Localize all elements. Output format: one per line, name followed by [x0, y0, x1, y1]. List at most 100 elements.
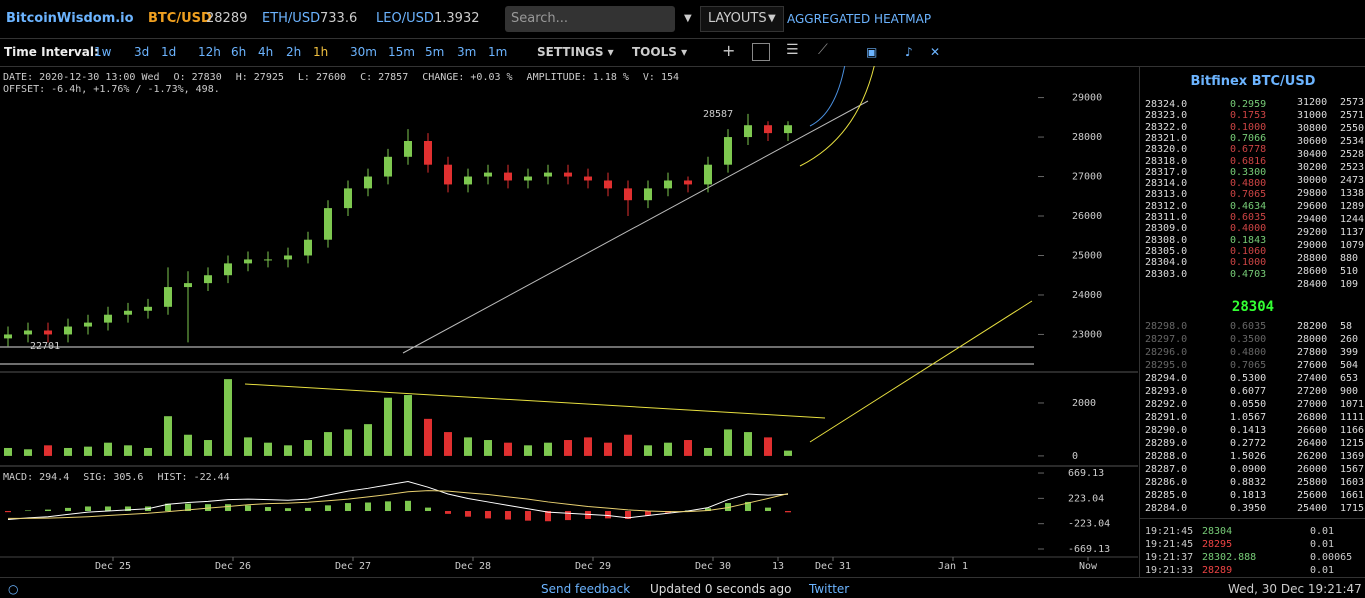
feedback-link[interactable]: Send feedback — [541, 582, 631, 596]
book-cell: 0.7065 — [1230, 360, 1267, 371]
ticker-symbol[interactable]: LEO/USD — [376, 11, 434, 26]
book-cell: 28320.0 — [1145, 144, 1188, 156]
tools-menu[interactable]: TOOLS ▾ — [632, 45, 688, 59]
book-cell: 28308.0 — [1145, 234, 1188, 246]
book-title: Bitfinex BTC/USD — [1190, 74, 1316, 89]
volume-bar — [704, 447, 712, 456]
book-cell: 0.1413 — [1230, 425, 1267, 436]
bell-icon[interactable]: ♪ — [905, 45, 913, 59]
volume-bar — [664, 442, 672, 456]
book-cell: 28321.0 — [1145, 132, 1188, 144]
x-tick-label: Jan 1 — [938, 561, 968, 572]
book-cell: 28323.0 — [1145, 110, 1188, 122]
book-cell: 30800 — [1297, 123, 1328, 134]
interval-option[interactable]: 1w — [94, 45, 112, 59]
volume-bar — [464, 437, 472, 456]
interval-option[interactable]: 5m — [425, 45, 445, 59]
fullscreen-icon[interactable]: ✕ — [930, 45, 941, 59]
book-cell: 504 — [1340, 360, 1359, 371]
macd-hist-bar — [405, 500, 411, 512]
interval-option[interactable]: 1d — [161, 45, 177, 59]
candle-body — [764, 125, 772, 134]
layouts-button[interactable] — [700, 6, 784, 32]
interval-option[interactable]: 30m — [350, 45, 377, 59]
fib-tool[interactable]: ⟋ — [818, 42, 828, 58]
book-cell: 2523 — [1340, 162, 1365, 173]
update-status: Updated 0 seconds ago — [650, 582, 792, 596]
macd-hist-bar — [265, 507, 271, 512]
camera-icon[interactable]: ▣ — [866, 45, 878, 59]
candle-body — [124, 310, 132, 315]
heatmap-link[interactable]: AGGREGATED HEATMAP — [787, 12, 932, 26]
x-tick-label: Dec 26 — [215, 561, 251, 572]
interval-option[interactable]: 4h — [258, 45, 274, 59]
book-cell: 26400 — [1297, 438, 1328, 449]
x-tick-label: Dec 30 — [695, 561, 731, 572]
book-cell: 28296.0 — [1145, 347, 1188, 358]
macd-hist-bar — [425, 507, 431, 512]
twitter-link[interactable]: Twitter — [809, 582, 850, 596]
book-cell: 0.6816 — [1230, 155, 1267, 167]
interval-option[interactable]: 3d — [134, 45, 150, 59]
interval-option[interactable]: 3m — [457, 45, 477, 59]
book-cell: 19:21:33 — [1145, 565, 1194, 576]
book-cell: 28600 — [1297, 266, 1328, 277]
book-cell: 19:21:37 — [1145, 552, 1194, 563]
search-box[interactable]: Search... — [505, 6, 675, 32]
info-field: L: 27600 — [298, 72, 346, 83]
volume-bar — [644, 445, 652, 456]
candle-body — [204, 275, 212, 284]
book-cell: 0.1813 — [1230, 490, 1267, 501]
macd-hist-bar — [85, 506, 91, 512]
macd-hist-bar — [5, 511, 11, 513]
book-cell: 1166 — [1340, 425, 1365, 436]
macd-hist-bar — [245, 505, 251, 512]
macd-hist-bar — [105, 506, 111, 512]
volume-bar — [64, 447, 72, 456]
macd-hist-bar — [165, 503, 171, 512]
candle-body — [184, 283, 192, 288]
macd-hist-bar — [205, 504, 211, 512]
settings-label[interactable]: SETTINGS — [537, 45, 604, 59]
tools-label[interactable]: TOOLS — [632, 45, 677, 59]
crosshair-tool[interactable]: + — [722, 41, 736, 60]
interval-option[interactable]: 15m — [388, 45, 415, 59]
book-cell: 28314.0 — [1145, 178, 1188, 190]
volume-bar — [584, 437, 592, 456]
book-cell: 28295.0 — [1145, 360, 1188, 371]
book-cell: 2528 — [1340, 149, 1365, 160]
interval-option[interactable]: 1m — [488, 45, 508, 59]
line-tool[interactable] — [752, 43, 770, 61]
settings-icon[interactable]: ○ — [8, 582, 19, 596]
candle-body — [244, 259, 252, 264]
ticker-symbol[interactable]: ETH/USD — [262, 11, 321, 26]
book-cell: 0.7066 — [1230, 132, 1267, 144]
book-cell: 880 — [1340, 253, 1359, 264]
macd-hist-bar — [345, 503, 351, 512]
drawn-curve — [809, 66, 846, 127]
layouts-label[interactable]: LAYOUTS — [708, 11, 767, 26]
candle-body — [704, 164, 712, 185]
interval-option[interactable]: 12h — [198, 45, 221, 59]
book-cell: 1071 — [1340, 399, 1365, 410]
x-tick-label: Dec 29 — [575, 561, 611, 572]
book-cell: 25400 — [1297, 503, 1328, 514]
interval-option[interactable]: 6h — [231, 45, 247, 59]
interval-option[interactable]: 2h — [286, 45, 302, 59]
book-cell: 0.7065 — [1230, 189, 1267, 201]
book-cell: 1661 — [1340, 490, 1365, 501]
candle-body — [724, 137, 732, 165]
book-cell: 0.2959 — [1230, 99, 1267, 110]
candle-body — [644, 188, 652, 201]
volume-bar — [264, 442, 272, 456]
hlines-tool[interactable]: ☰ — [786, 42, 799, 58]
dropdown-arrow[interactable]: ▼ — [684, 13, 692, 24]
book-cell: 0.3300 — [1230, 166, 1267, 178]
ticker-symbol[interactable]: BTC/USD — [148, 11, 212, 26]
settings-menu[interactable]: SETTINGS ▾ — [537, 45, 614, 59]
book-cell: 31200 — [1297, 97, 1328, 108]
logo[interactable]: BitcoinWisdom.io — [6, 11, 134, 26]
book-cell: 28287.0 — [1145, 464, 1188, 475]
interval-option[interactable]: 1h — [313, 45, 329, 59]
